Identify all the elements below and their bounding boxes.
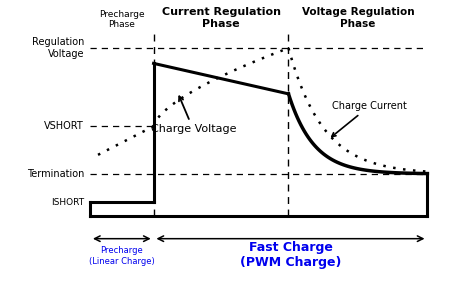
Text: Precharge
(Linear Charge): Precharge (Linear Charge)	[89, 246, 155, 266]
Text: Regulation
Voltage: Regulation Voltage	[32, 37, 84, 59]
Text: Charge Current: Charge Current	[332, 101, 407, 137]
Text: Voltage Regulation
Phase: Voltage Regulation Phase	[302, 8, 414, 29]
Text: Fast Charge
(PWM Charge): Fast Charge (PWM Charge)	[240, 241, 341, 269]
Text: Charge Voltage: Charge Voltage	[150, 96, 236, 134]
Text: Precharge
Phase: Precharge Phase	[99, 10, 144, 29]
Text: ISHORT: ISHORT	[51, 198, 84, 207]
Text: Current Regulation
Phase: Current Regulation Phase	[162, 8, 280, 29]
Text: Termination: Termination	[27, 169, 84, 179]
Text: VSHORT: VSHORT	[45, 121, 84, 131]
